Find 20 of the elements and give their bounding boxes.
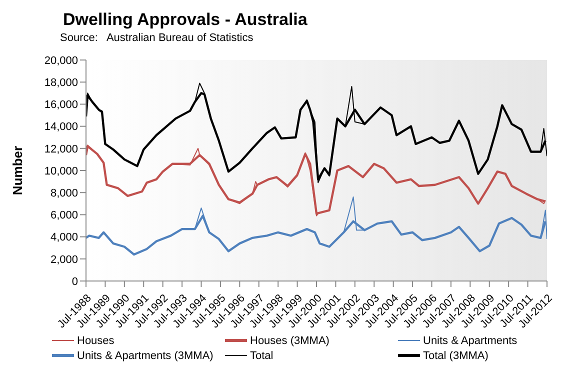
y-tick-label: 16,000 (44, 99, 78, 112)
y-tick-label: 8,000 (50, 188, 78, 200)
y-axis-title: Number (10, 146, 25, 196)
y-tick-label: 4,000 (50, 232, 78, 244)
legend-label: Total (3MMA) (423, 350, 488, 362)
y-tick-label: 12,000 (44, 143, 78, 156)
chart-title: Dwelling Approvals - Australia (63, 10, 308, 30)
y-tick-label: 2,000 (50, 254, 78, 266)
legend-label: Houses (77, 334, 114, 346)
legend-label: Houses (3MMA) (250, 334, 330, 346)
legend-label: Units & Apartments (423, 334, 518, 346)
chart-subtitle: Source: Australian Bureau of Statistics (60, 32, 254, 44)
y-tick-label: 0 (72, 276, 78, 288)
legend-label: Total (250, 350, 274, 362)
legend-label: Units & Apartments (3MMA) (77, 350, 214, 362)
y-tick-label: 18,000 (44, 77, 78, 90)
y-tick-label: 10,000 (44, 165, 78, 178)
y-tick-label: 20,000 (44, 54, 78, 67)
y-tick-label: 6,000 (50, 210, 78, 222)
y-tick-label: 14,000 (44, 121, 78, 134)
